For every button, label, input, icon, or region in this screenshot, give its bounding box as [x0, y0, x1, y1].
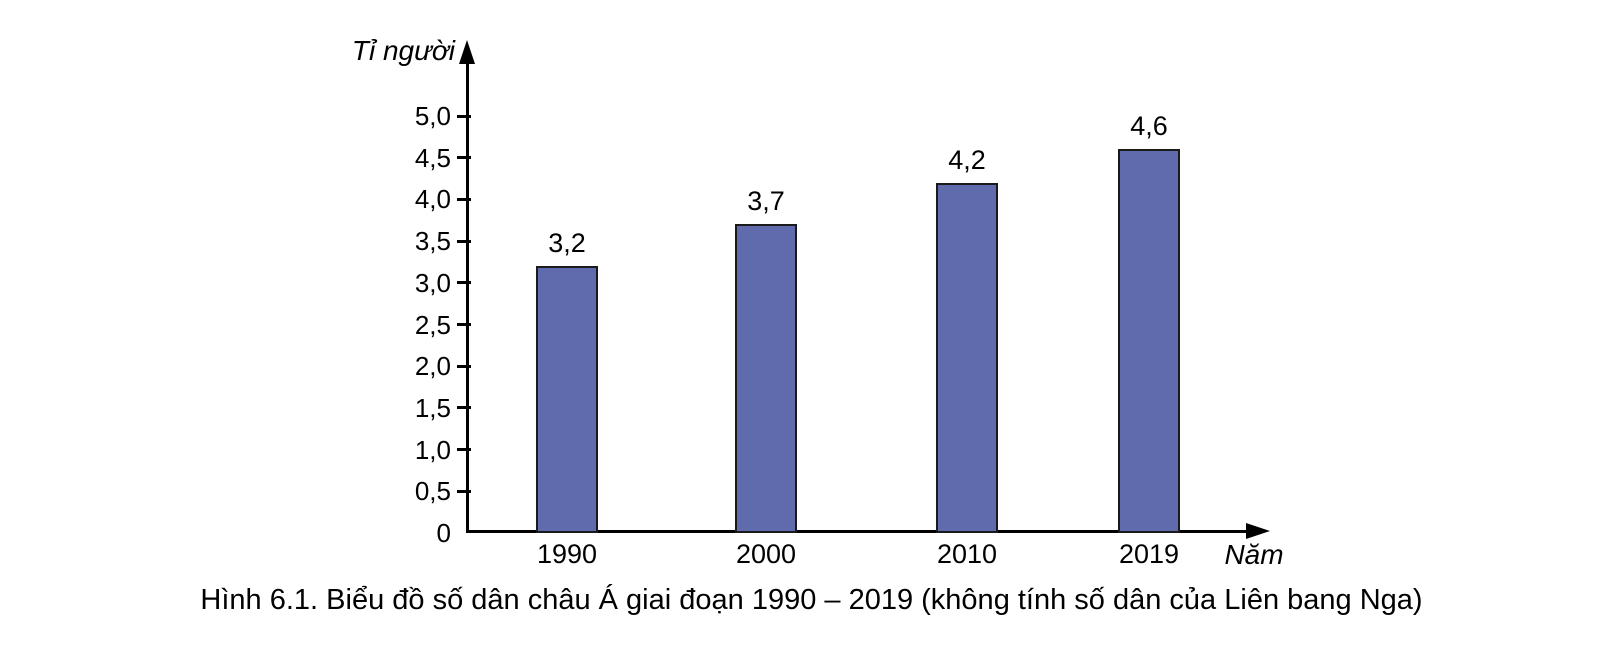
y-tick-label: 1,0 [414, 434, 451, 465]
y-tick-mark [457, 364, 471, 368]
y-tick-label: 5,0 [414, 101, 451, 131]
bar-value-label-2019: 4,6 [1130, 111, 1168, 142]
x-tick-label-1990: 1990 [536, 539, 598, 569]
y-tick-mark [457, 406, 471, 410]
y-tick-label: 4,0 [414, 184, 451, 215]
y-tick-label: 0 [436, 518, 451, 548]
x-axis-title: Năm [1224, 539, 1284, 570]
y-tick-mark [457, 323, 471, 326]
bar-value-label-1990: 3,2 [548, 228, 586, 259]
x-tick-label-2019: 2019 [1118, 539, 1180, 569]
y-axis-title: Tỉ người [351, 35, 455, 66]
y-tick-label: 2,5 [414, 309, 451, 340]
y-tick-label: 1,5 [414, 392, 451, 423]
x-axis-line [466, 530, 1248, 533]
bar-value-label-2000: 3,7 [747, 186, 785, 217]
y-tick-mark [457, 197, 471, 201]
y-tick-mark [457, 239, 471, 243]
bar-2019 [1118, 149, 1180, 533]
x-tick-label-2010: 2010 [936, 539, 998, 569]
bar-2000 [735, 224, 797, 533]
y-tick-label: 3,5 [414, 226, 451, 257]
y-tick-mark [457, 114, 471, 118]
y-tick-mark [457, 489, 471, 493]
x-tick-label-2000: 2000 [735, 539, 797, 569]
y-tick-label: 4,5 [414, 142, 451, 173]
bar-value-label-2010: 4,2 [948, 144, 986, 175]
y-tick-mark [457, 448, 471, 452]
y-tick-label: 0,5 [414, 476, 451, 507]
bar-1990 [536, 266, 598, 533]
y-axis-arrow-icon [459, 40, 475, 64]
bar-2010 [936, 182, 998, 533]
y-tick-label: 3,0 [414, 267, 451, 298]
y-axis-line [466, 58, 469, 533]
y-tick-mark [457, 156, 471, 160]
y-tick-label: 2,0 [414, 351, 451, 382]
x-axis-arrow-icon [1246, 523, 1270, 539]
y-tick-mark [457, 281, 471, 285]
figure-caption: Hình 6.1. Biểu đồ số dân châu Á giai đoạ… [200, 584, 1423, 616]
